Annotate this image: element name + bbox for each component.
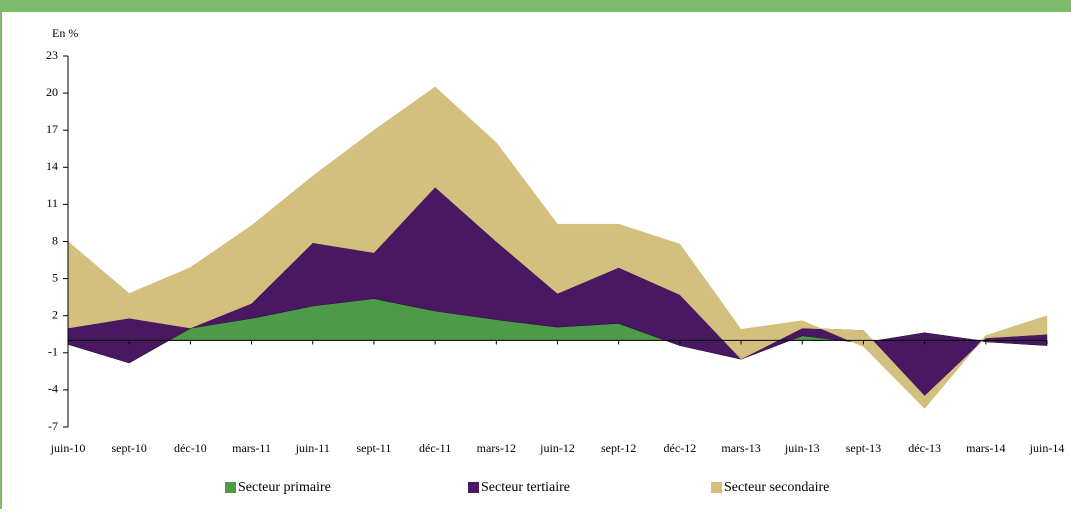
x-tick-label: sept-10 — [112, 441, 147, 455]
y-tick-label: -7 — [48, 419, 58, 433]
y-tick-label: -4 — [48, 382, 58, 396]
x-tick-label: déc-12 — [664, 441, 697, 455]
x-tick-label: mars-13 — [721, 441, 760, 455]
y-tick-label: -1 — [48, 345, 58, 359]
x-tick-label: déc-11 — [419, 441, 451, 455]
x-tick-label: juin-13 — [784, 441, 820, 455]
legend-swatch — [468, 482, 479, 493]
x-tick-label: sept-13 — [846, 441, 881, 455]
x-tick-label: mars-12 — [477, 441, 516, 455]
x-tick-label: sept-11 — [356, 441, 391, 455]
x-tick-label: juin-11 — [295, 441, 330, 455]
x-tick-label: mars-11 — [232, 441, 271, 455]
x-tick-label: juin-12 — [539, 441, 575, 455]
y-tick-label: 8 — [52, 233, 58, 247]
legend-swatch — [711, 482, 722, 493]
left-border — [0, 0, 2, 509]
y-axis-label: En % — [52, 26, 78, 40]
x-tick-label: mars-14 — [966, 441, 1005, 455]
legend-label: Secteur primaire — [238, 480, 331, 495]
x-tick-label: juin-10 — [50, 441, 86, 455]
y-tick-label: 11 — [46, 196, 58, 210]
legend-swatch — [225, 482, 236, 493]
x-tick-label: juin-14 — [1029, 441, 1065, 455]
x-tick-label: déc-13 — [908, 441, 941, 455]
legend-label: Secteur tertiaire — [481, 480, 570, 495]
y-tick-label: 2 — [52, 307, 58, 321]
y-tick-label: 5 — [52, 270, 58, 284]
y-tick-label: 23 — [46, 48, 58, 62]
legend-label: Secteur secondaire — [724, 480, 829, 495]
x-tick-label: sept-12 — [601, 441, 636, 455]
y-tick-label: 20 — [46, 85, 58, 99]
x-tick-label: déc-10 — [174, 441, 207, 455]
area — [67, 86, 1048, 409]
header-bar — [0, 0, 1071, 12]
y-tick-label: 14 — [46, 159, 58, 173]
y-tick-label: 17 — [46, 122, 58, 136]
